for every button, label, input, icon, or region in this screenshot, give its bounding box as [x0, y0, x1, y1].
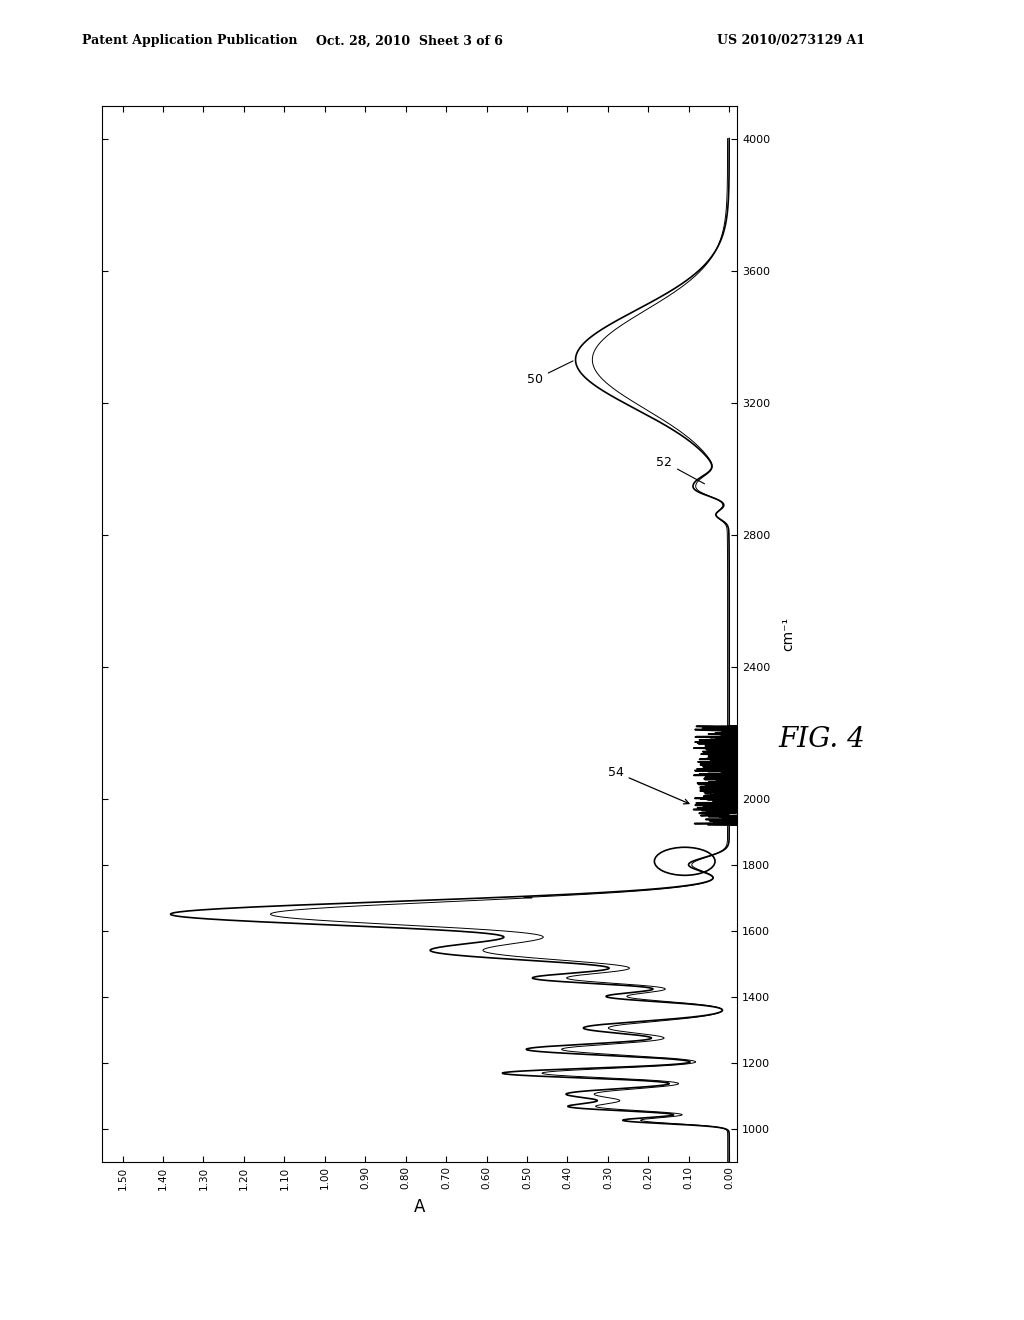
Text: 52: 52: [656, 455, 705, 483]
Text: FIG. 4: FIG. 4: [778, 726, 865, 752]
Text: US 2010/0273129 A1: US 2010/0273129 A1: [717, 34, 865, 48]
X-axis label: A: A: [414, 1199, 426, 1216]
Text: 54: 54: [608, 766, 689, 804]
Y-axis label: cm⁻¹: cm⁻¹: [781, 616, 796, 651]
Text: Oct. 28, 2010  Sheet 3 of 6: Oct. 28, 2010 Sheet 3 of 6: [316, 34, 503, 48]
Text: 50: 50: [527, 360, 573, 385]
Text: Patent Application Publication: Patent Application Publication: [82, 34, 297, 48]
